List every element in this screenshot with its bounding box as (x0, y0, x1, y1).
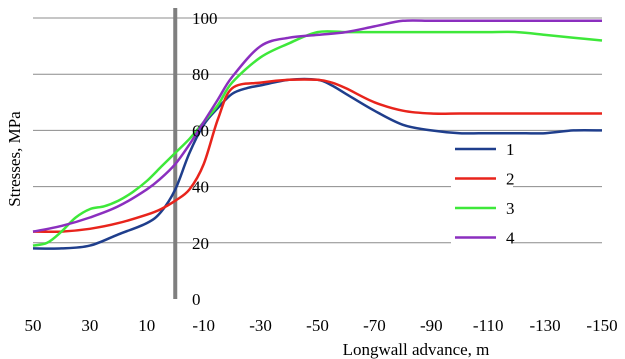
legend-label: 3 (506, 199, 515, 218)
legend-label: 2 (506, 170, 515, 189)
x-tick-label: -70 (363, 316, 386, 335)
y-tick-label: 60 (192, 121, 209, 140)
x-tick-label: -150 (586, 316, 617, 335)
x-tick-label: -10 (192, 316, 215, 335)
y-tick-label: 80 (192, 65, 209, 84)
y-tick-label: 0 (192, 290, 201, 309)
series-line-4 (32, 19, 602, 233)
grid-lines (33, 17, 602, 244)
series-line-1 (32, 77, 603, 250)
x-tick-label: -130 (530, 316, 561, 335)
legend-label: 4 (506, 229, 515, 248)
y-tick-labels: 0 20 40 60 80 100 (192, 9, 218, 309)
y-tick-label: 40 (192, 178, 209, 197)
x-tick-label: 30 (81, 316, 98, 335)
y-axis-title: Stresses, MPa (5, 111, 24, 207)
x-tick-label: 50 (25, 316, 42, 335)
legend: 1 2 3 4 (451, 137, 515, 248)
x-tick-labels: 50 30 10 -10 -30 -50 -70 -90 -110 -130 -150 (25, 316, 618, 335)
x-axis-title: Longwall advance, m (343, 340, 490, 359)
y-tick-label: 100 (192, 9, 218, 28)
x-tick-label: 10 (138, 316, 155, 335)
series-line-3 (32, 30, 603, 247)
x-tick-label: -110 (473, 316, 504, 335)
x-tick-label: -30 (249, 316, 272, 335)
series-lines (32, 19, 603, 250)
y-tick-label: 20 (192, 234, 209, 253)
x-tick-label: -90 (420, 316, 443, 335)
x-tick-label: -50 (306, 316, 329, 335)
series-line-2 (32, 78, 602, 234)
legend-label: 1 (506, 140, 515, 159)
